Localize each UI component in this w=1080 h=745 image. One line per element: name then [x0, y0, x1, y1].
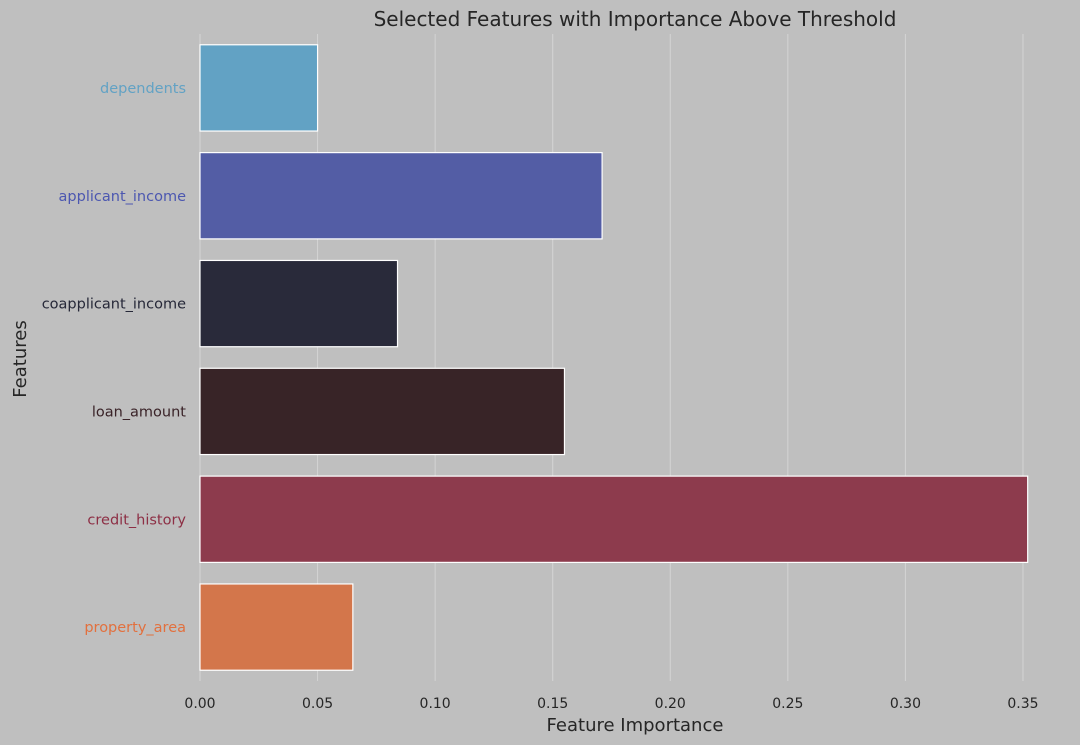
category-label-coapplicant-income: coapplicant_income — [42, 297, 186, 313]
x-tick-label-5: 0.25 — [772, 696, 803, 712]
bar-dependents — [199, 44, 319, 132]
x-axis-label: Feature Importance — [547, 715, 724, 736]
x-tick-label-3: 0.15 — [537, 696, 568, 712]
category-label-property-area: property_area — [84, 620, 186, 636]
category-label-applicant-income: applicant_income — [59, 189, 187, 205]
x-tick-labels: 0.00 0.05 0.10 0.15 0.20 0.25 0.30 0.35 — [184, 696, 1038, 712]
category-label-loan-amount: loan_amount — [92, 404, 186, 420]
bar-property-area — [199, 583, 354, 671]
grid-lines — [199, 34, 1024, 681]
category-label-dependents: dependents — [100, 81, 186, 97]
x-tick-label-2: 0.10 — [420, 696, 451, 712]
x-tick-label-0: 0.00 — [184, 696, 215, 712]
y-axis-label: Features — [10, 320, 31, 397]
x-tick-label-1: 0.05 — [302, 696, 333, 712]
plot-area — [200, 34, 1070, 681]
x-tick-label-4: 0.20 — [655, 696, 686, 712]
bar-applicant-income — [199, 152, 603, 240]
bar-loan-amount — [199, 367, 566, 456]
category-label-credit-history: credit_history — [87, 512, 186, 528]
chart-title: Selected Features with Importance Above … — [374, 7, 897, 31]
bars — [199, 44, 1029, 671]
category-labels: dependents applicant_income coapplicant_in… — [42, 81, 187, 636]
bar-credit-history — [199, 475, 1029, 563]
bar-coapplicant-income — [199, 259, 399, 348]
x-tick-label-7: 0.35 — [1007, 696, 1038, 712]
x-tick-label-6: 0.30 — [890, 696, 921, 712]
